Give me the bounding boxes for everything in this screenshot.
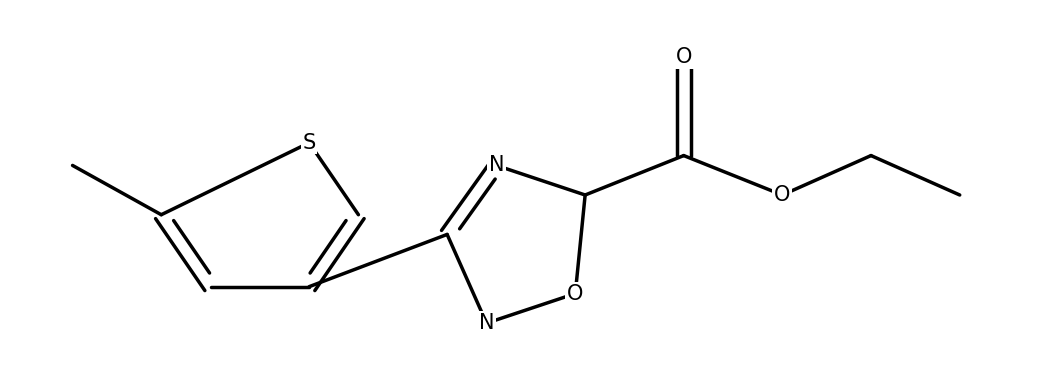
Text: N: N — [479, 313, 494, 333]
Text: O: O — [567, 284, 584, 303]
Text: S: S — [303, 133, 316, 153]
Text: O: O — [675, 47, 692, 67]
Text: O: O — [774, 185, 790, 205]
Text: N: N — [489, 156, 504, 176]
